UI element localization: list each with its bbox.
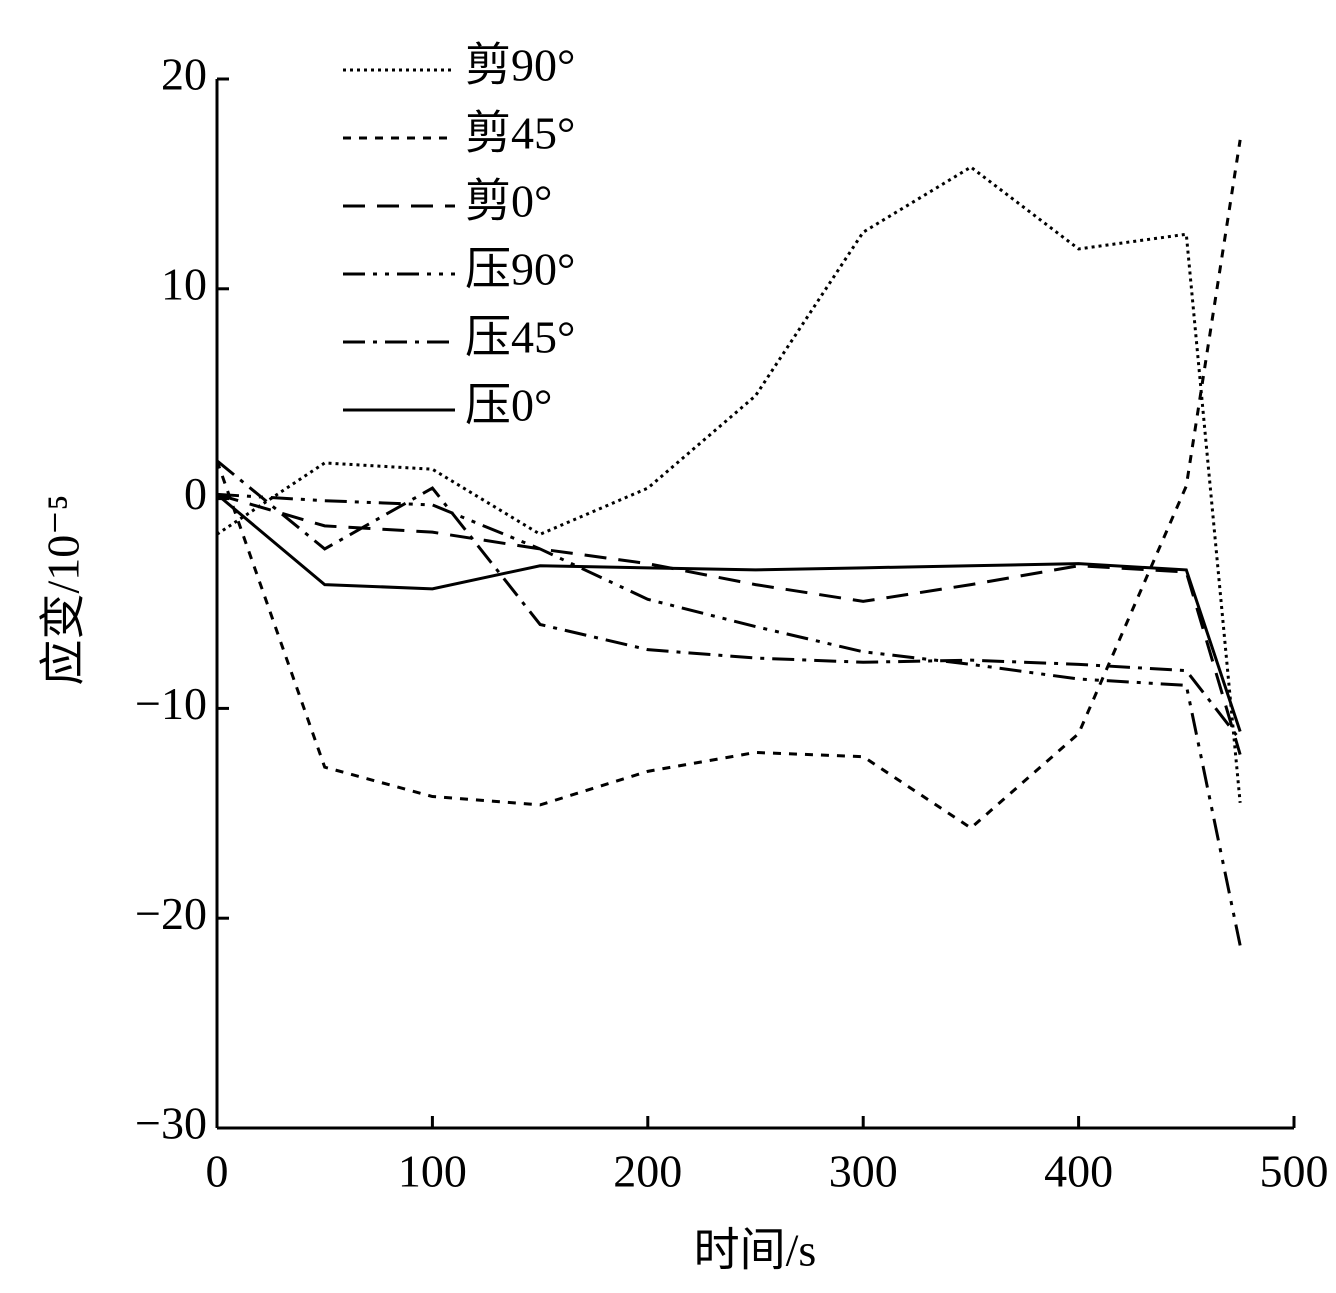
legend-label: 剪90°: [465, 40, 575, 91]
series-line: [216, 492, 1242, 946]
series-line: [216, 493, 1242, 732]
x-tick-label: 100: [398, 1146, 467, 1197]
x-tick-label: 0: [206, 1146, 229, 1197]
legend-label: 压90°: [465, 244, 575, 295]
y-axis-label: 应变/10⁻⁵: [38, 494, 89, 685]
y-tick-label: 20: [161, 49, 207, 100]
legend-label: 压0°: [465, 380, 552, 431]
y-tick-label: 10: [161, 258, 207, 309]
legend-label: 剪45°: [465, 108, 575, 159]
series-line: [215, 139, 1242, 830]
x-tick-label: 500: [1260, 1146, 1329, 1197]
y-tick-label: −10: [135, 678, 207, 729]
series-line: [216, 165, 1242, 803]
y-tick-label: 0: [184, 468, 207, 519]
legend-label: 剪0°: [465, 176, 552, 227]
y-tick-label: −30: [135, 1098, 207, 1149]
x-tick-label: 300: [829, 1146, 898, 1197]
series-line: [216, 459, 1242, 741]
x-tick-label: 200: [613, 1146, 682, 1197]
x-tick-label: 400: [1044, 1146, 1113, 1197]
legend-label: 压45°: [465, 312, 575, 363]
series-line: [216, 492, 1242, 755]
y-tick-label: −20: [135, 888, 207, 939]
x-axis-label: 时间/s: [694, 1225, 817, 1276]
